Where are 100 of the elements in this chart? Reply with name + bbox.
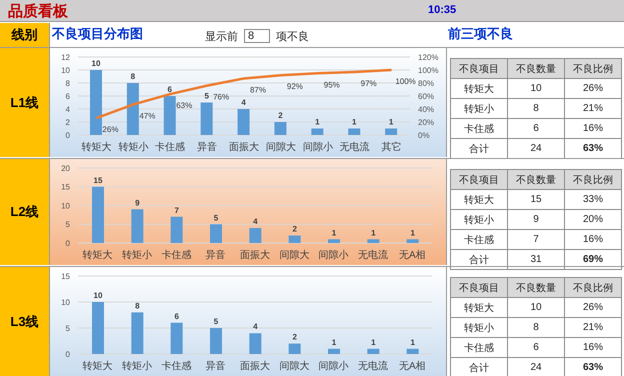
y2-tick-label: 100% [418,66,438,75]
x-tick-label: 面振大 [240,360,270,372]
x-tick-label: 间隙小 [318,249,349,262]
data-label: 1 [410,338,416,347]
data-label: 33% [564,190,622,210]
line-series [95,68,393,120]
data-label: 2 [292,224,298,234]
data-label: 63% [564,358,622,376]
text: 不良比例 [564,278,622,298]
category-label: 合计 [450,358,508,376]
x-tick-label: 间隙小 [302,141,333,154]
data-label: 4 [253,322,258,332]
bar [170,322,183,354]
data-label: 8 [508,318,564,338]
data-label: 24 [508,138,564,158]
data-label: 6 [174,312,180,321]
text: 不良项目 [450,278,508,298]
bar [90,70,102,135]
x-tick-label: 转矩大 [82,360,113,372]
bar [367,239,380,243]
y-tick-label: 8 [66,78,71,88]
x-tick-label: 转矩小 [122,249,152,262]
y2-tick-label: 60% [418,92,434,101]
data-label: 16% [564,230,622,250]
y-tick-label: 5 [66,220,71,230]
bar [348,128,360,135]
y-tick-label: 4 [66,104,71,114]
x-tick-label: 异音 [206,360,226,372]
text: 不良比例 [564,170,622,190]
data-label: 2 [292,332,298,342]
data-label: 15 [94,176,103,185]
bar [170,216,183,243]
y-tick-label: 10 [61,66,71,75]
text: 8 [244,29,270,43]
category-label: 卡住感 [450,118,508,138]
bar [328,348,340,354]
y2-tick-label: 120% [418,52,438,62]
category-label: 合计 [450,250,508,270]
data-label: 5 [204,92,210,100]
data-label: 10 [94,291,103,300]
y-tick-label: 0 [66,238,71,248]
y-tick-label: 10 [61,298,71,307]
y-tick-label: 15 [61,182,71,192]
data-label: 1 [388,118,394,126]
data-label: 9 [135,198,140,208]
text: 不良数量 [508,170,564,190]
data-label: 5 [214,213,219,222]
text: 不良数量 [508,278,564,298]
bar [406,239,419,243]
data-label: 7 [508,230,564,250]
data-label: 20% [564,210,622,230]
x-tick-label: 间隙大 [279,249,310,262]
y2-tick-label: 80% [418,78,434,88]
y-tick-label: 15 [61,272,71,281]
data-label: 100% [395,77,416,86]
data-label: 63% [564,138,622,158]
data-label: 1 [371,228,376,238]
data-label: 15 [508,190,564,210]
bar [274,122,286,135]
data-label: 31 [508,250,564,270]
data-label: 1 [315,118,320,126]
text: 不良项目 [450,170,508,190]
x-tick-label: 异音 [206,249,226,262]
data-label: 26% [564,298,622,318]
bar [92,186,104,243]
text: 不良数量 [508,58,564,78]
data-label: 47% [139,111,156,120]
x-tick-label: 间隙大 [279,360,310,372]
x-tick-label: 无电流 [358,360,388,372]
bar [249,228,262,243]
x-tick-label: 转矩小 [122,360,152,372]
data-label: 9 [508,210,564,230]
data-label: 97% [360,78,377,88]
y2-tick-label: 0% [418,130,430,140]
bar [131,312,144,354]
text: 10:35 [428,4,456,16]
bar [367,348,380,354]
data-label: 21% [564,318,622,338]
bar [131,209,144,243]
x-tick-label: 卡住感 [161,360,192,372]
chart-title: 不良项目分布图 [52,25,144,43]
data-label: 95% [324,80,340,90]
y2-tick-label: 40% [418,104,434,114]
bar [238,109,250,135]
x-tick-label: 卡住感 [155,141,186,154]
x-tick-label: 面振大 [229,141,259,154]
data-label: 87% [250,85,266,94]
y-axis-title: L3线 [0,266,50,376]
data-label: 1 [332,338,337,347]
bar [126,83,139,135]
bar [249,333,262,354]
data-label: 26% [102,125,118,134]
category-label: 转矩小 [450,210,508,230]
y-tick-label: 2 [66,118,71,127]
data-label: 6 [508,118,564,138]
x-tick-label: 无电流 [340,141,370,154]
x-tick-label: 面振大 [240,249,270,262]
category-label: 卡住感 [450,338,508,358]
y-tick-label: 0 [66,130,71,140]
category-label: 转矩大 [450,298,508,318]
